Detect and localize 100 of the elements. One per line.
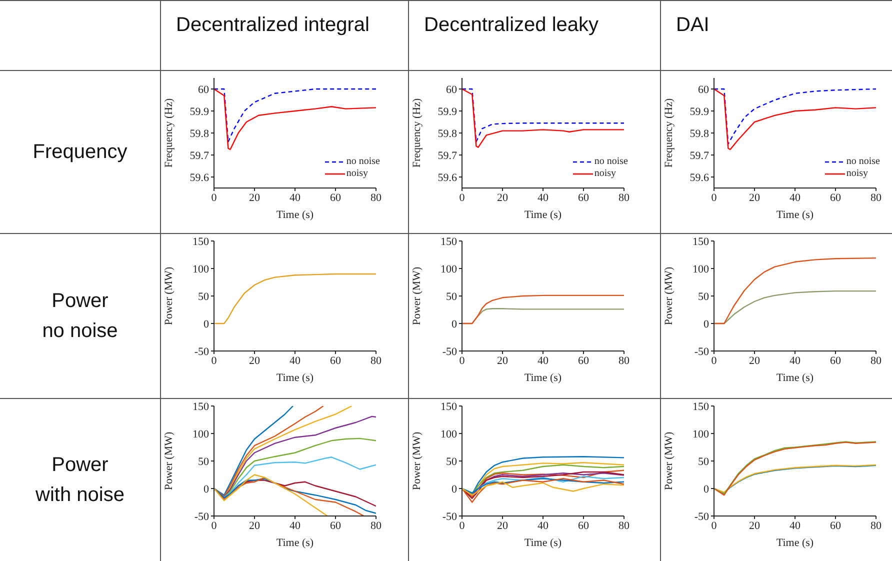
text: DAI [676,14,710,37]
legend-label: noisy [594,168,616,180]
x-tick-label: 80 [870,520,882,532]
y-tick-label: 100 [192,263,210,276]
text: Power no noise [42,288,118,344]
y-tick-label: -50 [194,346,210,358]
legend-label: no noise [346,156,380,168]
x-axis-title: Time (s) [524,372,562,384]
y-tick-label: -50 [694,346,710,358]
y-tick-label: 59.6 [190,172,210,184]
y-tick-label: 0 [452,483,458,496]
x-tick-label: 20 [749,354,760,367]
x-tick-label: 40 [290,354,301,367]
x-axis-title: Time (s) [276,372,314,384]
text: Power with noise [36,452,124,508]
text: Decentralized integral [176,14,370,37]
y-tick-label: 59.8 [190,128,210,140]
x-tick-label: 80 [870,192,882,204]
y-tick-label: 100 [692,263,710,276]
y-tick-label: 0 [704,318,710,330]
y-tick-label: 59.9 [190,106,210,118]
x-tick-label: 40 [538,520,549,532]
legend-label: noisy [346,168,368,180]
x-tick-label: 20 [749,192,760,204]
x-tick-label: 80 [370,520,382,532]
y-axis-title: Power (MW) [162,431,175,490]
x-tick-label: 40 [790,520,801,532]
x-tick-label: 80 [618,192,630,204]
y-tick-label: 59.6 [438,172,458,184]
x-tick-label: 60 [330,354,342,367]
y-axis-title: Power (MW) [662,431,675,490]
x-tick-label: 20 [249,354,260,367]
x-tick-label: 40 [290,520,301,532]
y-tick-label: 50 [446,290,458,303]
legend-label: no noise [594,156,628,168]
x-axis-title: Time (s) [276,537,314,549]
y-tick-label: 50 [446,456,458,468]
x-tick-label: 20 [497,520,508,532]
x-tick-label: 80 [370,192,382,204]
x-tick-label: 80 [618,354,630,367]
legend-label: no noise [846,156,880,168]
x-tick-label: 40 [538,192,549,204]
y-tick-label: 50 [698,456,710,468]
y-axis-title: Frequency (Hz) [162,98,175,168]
y-tick-label: 59.8 [690,128,710,140]
y-tick-label: 59.7 [438,150,458,162]
y-tick-label: 0 [204,318,210,330]
x-tick-label: 80 [870,354,882,367]
x-tick-label: 60 [578,354,590,367]
y-tick-label: 100 [192,428,210,440]
y-tick-label: -50 [694,510,710,523]
x-axis-title: Time (s) [776,209,814,221]
y-tick-label: 100 [440,428,458,440]
y-axis-title: Frequency (Hz) [662,98,675,168]
y-tick-label: 60 [198,84,210,96]
x-tick-label: 60 [578,192,590,204]
x-tick-label: 60 [330,192,342,204]
y-tick-label: 59.8 [438,128,458,140]
y-tick-label: 150 [692,400,710,413]
y-axis-title: Power (MW) [162,266,175,326]
y-axis-title: Power (MW) [410,266,423,326]
y-tick-label: 150 [192,400,210,413]
x-axis-title: Time (s) [776,372,814,384]
y-tick-label: 150 [440,236,458,248]
y-tick-label: -50 [194,510,210,523]
y-tick-label: -50 [442,510,458,523]
x-axis-title: Time (s) [524,537,562,549]
x-tick-label: 20 [749,520,760,532]
y-tick-label: 100 [692,428,710,440]
y-tick-label: 150 [692,236,710,248]
y-tick-label: 0 [704,483,710,496]
y-tick-label: 150 [192,236,210,248]
x-tick-label: 40 [790,192,801,204]
x-tick-label: 80 [370,354,382,367]
x-tick-label: 20 [249,192,260,204]
text: Decentralized leaky [424,14,600,37]
y-tick-label: 0 [452,318,458,330]
y-tick-label: 59.7 [690,150,710,162]
y-tick-label: 59.9 [690,106,710,118]
x-tick-label: 40 [538,354,549,367]
x-tick-label: 20 [497,192,508,204]
y-axis-title: Frequency (Hz) [410,98,423,168]
x-tick-label: 60 [830,520,842,532]
y-tick-label: 59.9 [438,106,458,118]
y-axis-title: Power (MW) [662,266,675,326]
x-tick-label: 20 [497,354,508,367]
y-tick-label: 50 [698,290,710,303]
y-tick-label: 60 [698,84,710,96]
text: Frequency [32,140,128,164]
x-tick-label: 80 [618,520,630,532]
y-tick-label: 59.6 [690,172,710,184]
x-tick-label: 40 [290,192,301,204]
x-axis-title: Time (s) [276,209,314,221]
y-tick-label: 100 [440,263,458,276]
x-tick-label: 60 [578,520,590,532]
y-tick-label: 50 [198,456,210,468]
x-axis-title: Time (s) [776,537,814,549]
y-tick-label: 0 [204,483,210,496]
y-tick-label: 59.7 [190,150,210,162]
x-tick-label: 60 [830,354,842,367]
